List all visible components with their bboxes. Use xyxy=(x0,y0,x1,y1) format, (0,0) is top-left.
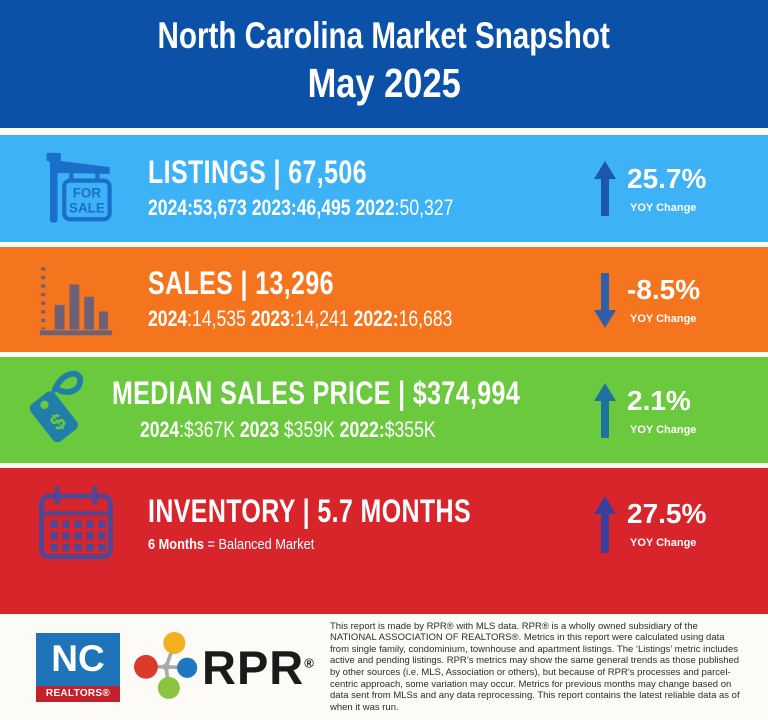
inventory-title: INVENTORY | 5.7 MONTHS xyxy=(148,492,472,529)
sales-yoy-pct: -8.5% xyxy=(627,274,701,305)
listings-yoy-block: 25.7% YOY Change xyxy=(592,160,768,217)
yoy-change-label: YOY Change xyxy=(630,202,697,215)
listings-band: FOR SALE LISTINGS | 67,506 2024:53,673 2… xyxy=(0,135,768,242)
median-price-yoy-block: 2.1% YOY Change xyxy=(592,382,768,439)
median-price-yoy-pct: 2.1% xyxy=(627,384,691,416)
median-price-band: $ MEDIAN SALES PRICE | $374,994 2024:$36… xyxy=(0,357,768,463)
yoy-change-label: YOY Change xyxy=(630,536,697,549)
listings-history: 2024:53,673 2023:46,495 2022:50,327 xyxy=(148,195,454,221)
price-tag-icon: $ xyxy=(0,364,100,456)
yoy-change-label: YOY Change xyxy=(630,313,697,326)
bar-chart-icon xyxy=(0,259,118,341)
down-arrow-icon xyxy=(594,273,616,328)
median-price-title: MEDIAN SALES PRICE | $374,994 xyxy=(112,375,521,412)
nc-realtors-logo: NC REALTORS® xyxy=(36,632,120,702)
up-arrow-icon xyxy=(594,382,616,438)
svg-text:SALE: SALE xyxy=(69,200,105,215)
rpr-logo-text: RPR® xyxy=(202,640,315,694)
disclaimer-text: This report is made by RPR® with MLS dat… xyxy=(330,620,740,713)
svg-text:FOR: FOR xyxy=(73,185,102,200)
listings-yoy-pct: 25.7% xyxy=(627,163,707,194)
inventory-text-block: INVENTORY | 5.7 MONTHS 6 Months = Balanc… xyxy=(118,492,592,554)
inventory-band: INVENTORY | 5.7 MONTHS 6 Months = Balanc… xyxy=(0,468,768,614)
rpr-molecule-icon xyxy=(134,630,200,705)
nc-logo-text: NC xyxy=(36,632,120,686)
median-price-text-block: MEDIAN SALES PRICE | $374,994 2024:$367K… xyxy=(100,377,592,443)
sales-title: SALES | 13,296 xyxy=(148,264,334,301)
page-title: North Carolina Market Snapshot xyxy=(157,15,611,56)
sales-history: 2024:14,535 2023:14,241 2022:16,683 xyxy=(148,306,453,332)
up-arrow-icon xyxy=(594,161,616,216)
for-sale-sign-icon: FOR SALE xyxy=(0,147,118,231)
footer: NC REALTORS® RPR® This report is made by… xyxy=(0,614,768,720)
calendar-icon xyxy=(0,481,118,567)
inventory-yoy-pct: 27.5% xyxy=(627,497,707,529)
median-price-history: 2024:$367K 2023 $359K 2022:$355K xyxy=(140,416,436,442)
registered-mark: ® xyxy=(304,654,315,670)
listings-title: LISTINGS | 67,506 xyxy=(148,153,367,190)
header: North Carolina Market Snapshot May 2025 xyxy=(0,0,768,128)
report-month: May 2025 xyxy=(307,60,461,106)
yoy-change-label: YOY Change xyxy=(630,423,697,436)
up-arrow-icon xyxy=(594,495,616,553)
nc-realtors-label: REALTORS® xyxy=(36,685,120,702)
listings-text-block: LISTINGS | 67,506 2024:53,673 2023:46,49… xyxy=(118,153,592,222)
inventory-yoy-block: 27.5% YOY Change xyxy=(592,495,768,554)
inventory-note: 6 Months = Balanced Market xyxy=(148,537,315,554)
sales-text-block: SALES | 13,296 2024:14,535 2023:14,241 2… xyxy=(118,264,592,333)
sales-band: SALES | 13,296 2024:14,535 2023:14,241 2… xyxy=(0,247,768,352)
sales-yoy-block: -8.5% YOY Change xyxy=(592,271,768,328)
